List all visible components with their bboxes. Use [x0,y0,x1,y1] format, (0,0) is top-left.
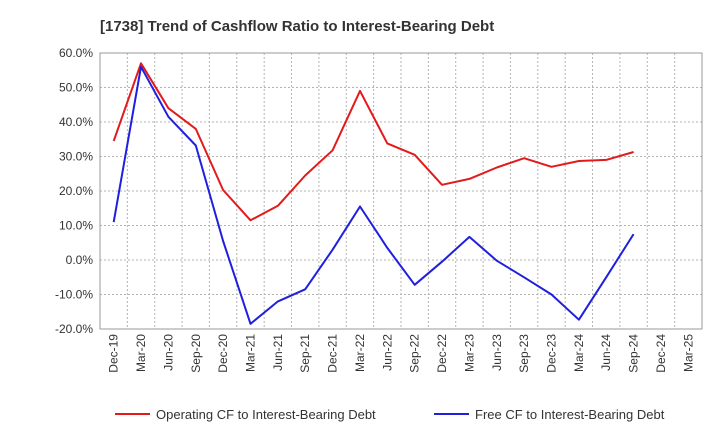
y-tick-label: 0.0% [66,253,94,267]
x-tick-label: Mar-21 [244,334,258,372]
legend-label-operating-cf: Operating CF to Interest-Bearing Debt [156,407,376,422]
x-tick-label: Jun-22 [380,334,394,371]
chart-title: [1738] Trend of Cashflow Ratio to Intere… [100,18,494,35]
x-tick-label: Sep-24 [627,334,641,373]
x-tick-label: Dec-24 [654,334,668,373]
y-tick-label: 60.0% [59,46,93,60]
x-tick-label: Dec-19 [107,334,121,373]
plot-frame [99,52,703,330]
y-tick-label: 30.0% [59,150,93,164]
y-axis-ticks: 60.0% 50.0% 40.0% 30.0% 20.0% 10.0% 0.0% -10.0%… [55,46,93,336]
y-tick-label: -10.0% [55,288,93,302]
legend-label-free-cf: Free CF to Interest-Bearing Debt [475,407,665,422]
series-layer [112,62,635,325]
x-tick-label: Dec-22 [435,334,449,373]
x-tick-label: Jun-21 [271,334,285,371]
x-tick-label: Mar-22 [353,334,367,372]
x-tick-label: Mar-23 [462,334,476,372]
y-tick-label: 10.0% [59,219,93,233]
x-tick-label: Sep-21 [298,334,312,373]
x-tick-label: Jun-20 [161,334,175,371]
x-tick-label: Jun-23 [490,334,504,371]
y-tick-label: 40.0% [59,115,93,129]
series-line-1 [112,65,635,325]
y-tick-label: 50.0% [59,81,93,95]
x-tick-label: Sep-20 [189,334,203,373]
x-tick-label: Mar-24 [572,334,586,372]
x-tick-label: Dec-20 [216,334,230,373]
x-tick-label: Jun-24 [599,334,613,371]
legend: Operating CF to Interest-Bearing Debt Fr… [115,407,665,422]
x-tick-label: Mar-25 [681,334,695,372]
y-tick-label: -20.0% [55,322,93,336]
x-axis-ticks: Dec-19 Mar-20 Jun-20 Sep-20 Dec-20 Mar-21 Jun-… [107,334,696,373]
grid [100,52,702,330]
x-tick-label: Dec-21 [326,334,340,373]
x-tick-label: Sep-23 [517,334,531,373]
series-line-0 [112,62,634,222]
x-tick-label: Sep-22 [408,334,422,373]
y-tick-label: 20.0% [59,184,93,198]
x-tick-label: Dec-23 [545,334,559,373]
x-tick-label: Mar-20 [134,334,148,372]
